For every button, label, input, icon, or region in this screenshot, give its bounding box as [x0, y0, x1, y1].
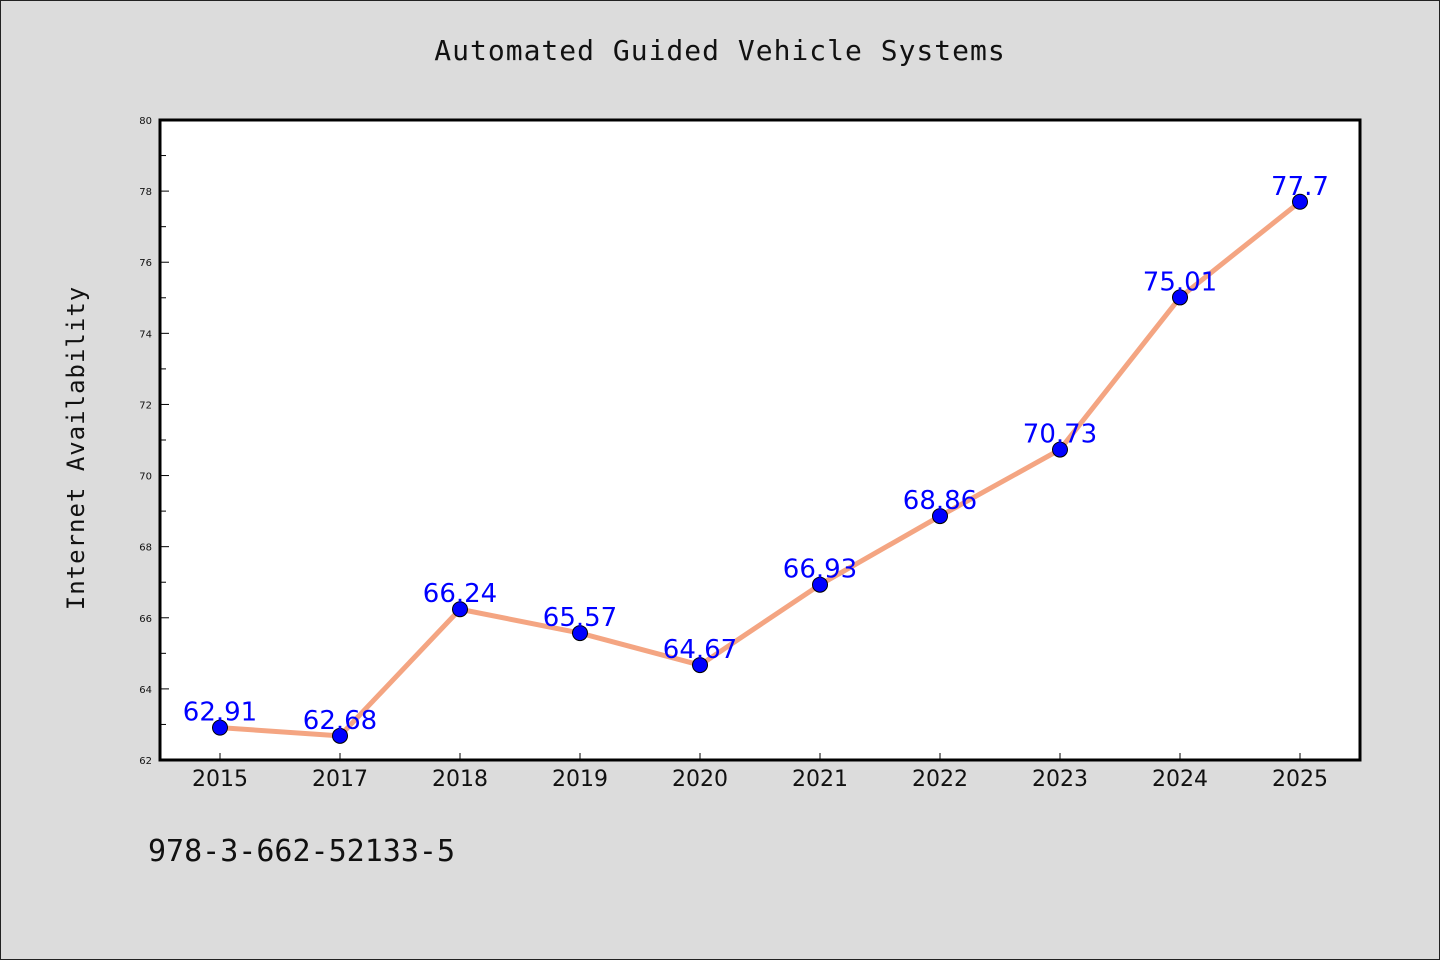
data-point	[572, 625, 588, 642]
data-label: 68.86	[903, 486, 977, 516]
y-tick-label: 62	[139, 756, 152, 767]
data-point	[692, 657, 708, 674]
y-tick-label: 66	[139, 614, 152, 625]
chart-title: Automated Guided Vehicle Systems	[434, 34, 1006, 67]
y-tick-label: 70	[139, 472, 152, 483]
y-tick-label: 76	[139, 258, 152, 269]
data-label: 66.93	[783, 555, 857, 585]
x-tick-label: 2022	[912, 767, 968, 792]
x-axis: 2015 2017 2018 2019 2020 2021 2022 2023 2024 2025	[192, 753, 1328, 792]
y-tick-label: 72	[139, 400, 152, 411]
data-point	[1052, 441, 1068, 458]
x-tick-label: 2023	[1032, 767, 1088, 792]
plot-area	[158, 118, 1362, 762]
data-label: 70.73	[1023, 420, 1097, 450]
x-tick-label: 2018	[432, 767, 488, 792]
data-label: 66.24	[423, 579, 497, 609]
y-axis-label: Internet Availability	[62, 286, 90, 610]
x-tick-label: 2020	[672, 767, 728, 792]
data-label: 62.68	[303, 706, 377, 736]
data-label: 62.91	[183, 698, 257, 728]
y-tick-label: 78	[139, 187, 152, 198]
data-point	[932, 508, 948, 525]
data-point	[452, 601, 468, 618]
footer-text: 978-3-662-52133-5	[148, 834, 456, 869]
x-tick-label: 2017	[312, 767, 368, 792]
data-point	[812, 576, 828, 593]
x-tick-label: 2024	[1152, 767, 1208, 792]
series-line	[217, 199, 1303, 739]
series-group: 62.91 62.68 66.24 65.57 64.67 66.93 68.86 70.73…	[183, 172, 1329, 744]
y-tick-label: 64	[139, 685, 152, 696]
data-label: 65.57	[543, 603, 617, 633]
data-point	[332, 727, 348, 744]
y-tick-label: 80	[139, 116, 152, 127]
data-label: 77.7	[1271, 172, 1329, 202]
x-tick-label: 2019	[552, 767, 608, 792]
data-label: 75.01	[1143, 267, 1217, 297]
data-label: 64.67	[663, 635, 737, 665]
data-point	[1172, 289, 1188, 306]
data-point	[1292, 193, 1308, 210]
x-tick-label: 2021	[792, 767, 848, 792]
y-axis: 62 64 66 68 70 72 74 76 78 80	[139, 116, 169, 767]
y-tick-label: 74	[139, 329, 152, 340]
x-tick-label: 2015	[192, 767, 248, 792]
y-tick-label: 68	[139, 543, 152, 554]
data-point	[212, 719, 228, 736]
x-tick-label: 2025	[1272, 767, 1328, 792]
